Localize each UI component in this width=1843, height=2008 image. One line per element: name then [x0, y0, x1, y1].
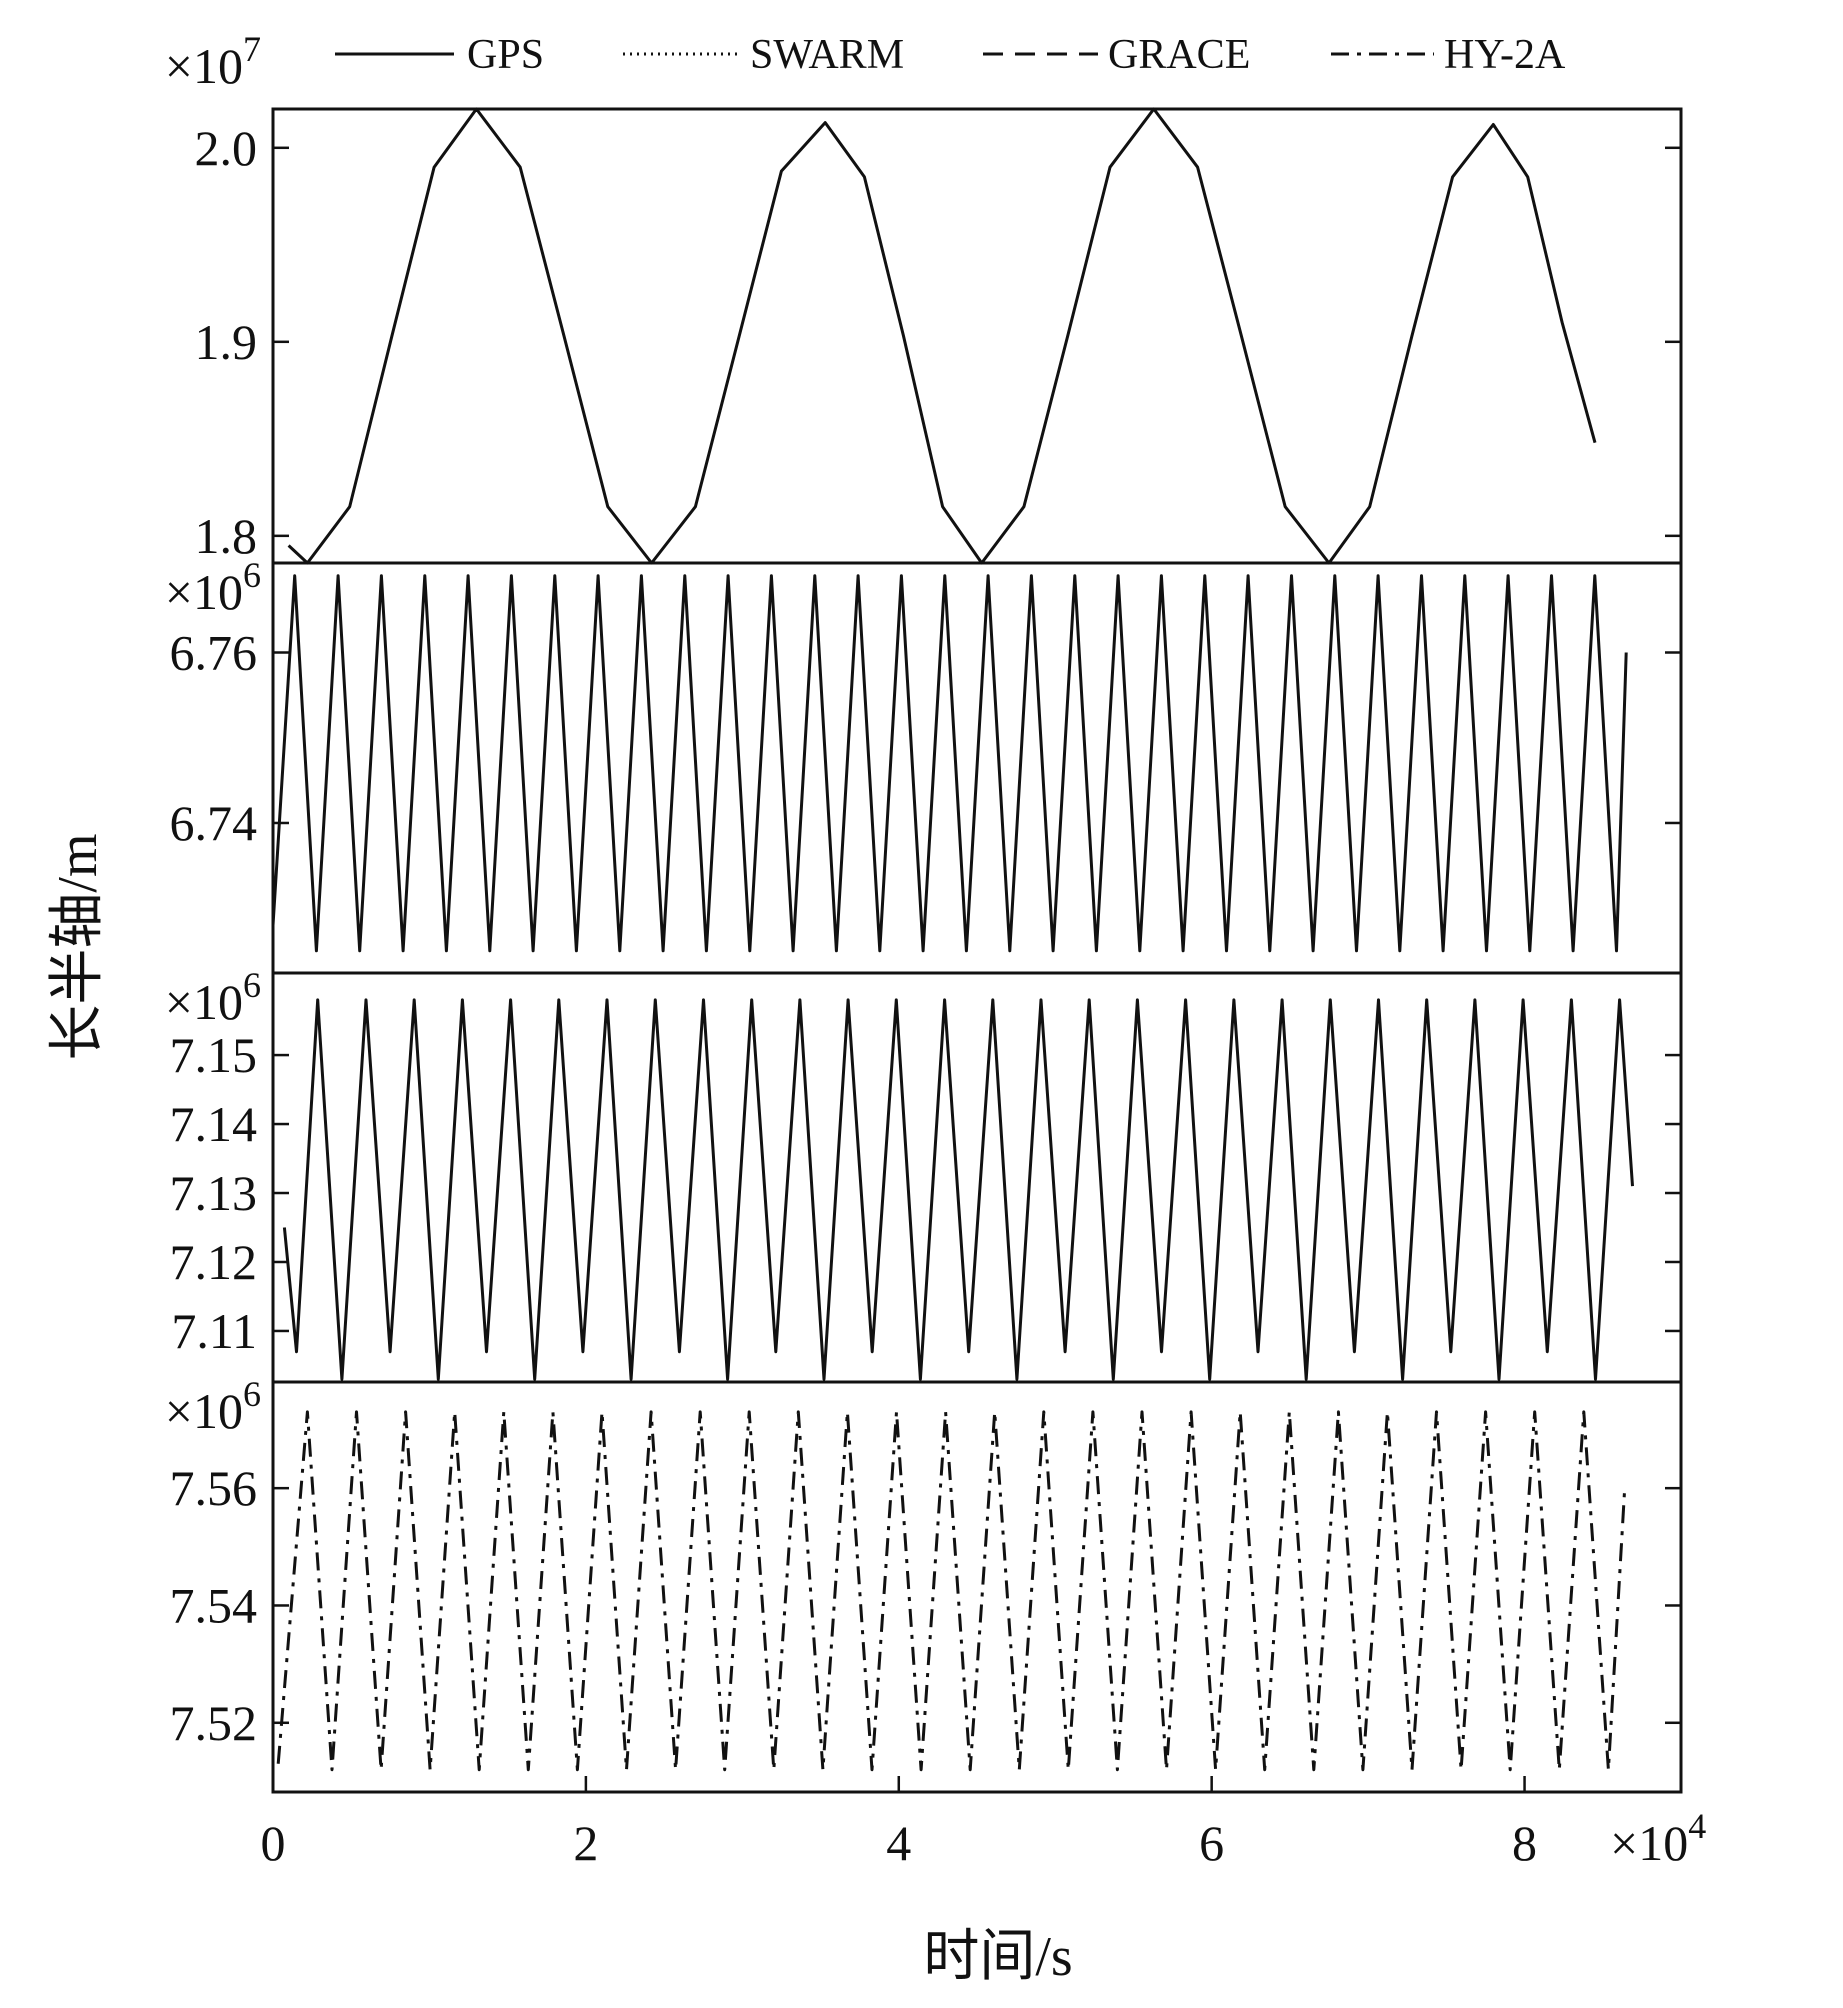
axis-multiplier: ×107: [165, 29, 261, 94]
y-tick-label: 1.8: [195, 508, 258, 564]
x-tick-label: 4: [886, 1815, 911, 1871]
axis-multiplier: ×104: [1610, 1806, 1706, 1871]
y-tick-label: 7.13: [170, 1165, 258, 1221]
legend-label: GRACE: [1108, 32, 1250, 78]
multiplier-exponent: 6: [243, 965, 261, 1005]
legend-label: SWARM: [750, 32, 904, 78]
panel-frame: [271, 1380, 1683, 1794]
axis-multiplier: ×106: [165, 965, 261, 1030]
multiplier-base: ×10: [165, 564, 243, 620]
panel-frame: [271, 107, 1683, 565]
multiplier-base: ×10: [1610, 1815, 1688, 1871]
multiplier-exponent: 6: [243, 555, 261, 595]
multiplier-exponent: 4: [1688, 1806, 1706, 1846]
y-tick-label: 7.14: [170, 1096, 258, 1152]
legend-label: HY-2A: [1444, 32, 1566, 78]
y-tick-label: 7.54: [170, 1577, 258, 1633]
x-tick-label: 0: [261, 1815, 286, 1871]
x-tick-label: 6: [1199, 1815, 1224, 1871]
multiplier-base: ×10: [165, 38, 243, 94]
legend-label: GPS: [467, 32, 544, 78]
y-tick-label: 6.74: [170, 795, 258, 851]
series-line: [287, 107, 1597, 565]
y-tick-label: 7.11: [171, 1303, 257, 1359]
y-tick-label: 6.76: [170, 625, 258, 681]
multiplier-exponent: 6: [243, 1374, 261, 1414]
series-line: [282, 998, 1634, 1381]
axis-multiplier: ×106: [165, 1374, 261, 1439]
x-tick-label: 8: [1512, 1815, 1537, 1871]
multiplier-exponent: 7: [243, 29, 261, 69]
axis-multiplier: ×106: [165, 555, 261, 620]
x-axis-label: 时间/s: [923, 1926, 1072, 1988]
y-tick-label: 2.0: [195, 120, 258, 176]
series-line: [276, 1410, 1627, 1772]
y-tick-label: 7.12: [170, 1234, 258, 1290]
y-tick-label: 1.9: [195, 314, 258, 370]
multiplier-base: ×10: [165, 1383, 243, 1439]
x-tick-label: 2: [573, 1815, 598, 1871]
series-line: [271, 574, 1628, 953]
y-tick-label: 7.15: [170, 1027, 258, 1083]
y-tick-label: 7.56: [170, 1460, 258, 1516]
y-tick-label: 7.52: [170, 1695, 258, 1751]
y-axis-label: 长半轴/m: [47, 833, 109, 1060]
multiplier-base: ×10: [165, 974, 243, 1030]
